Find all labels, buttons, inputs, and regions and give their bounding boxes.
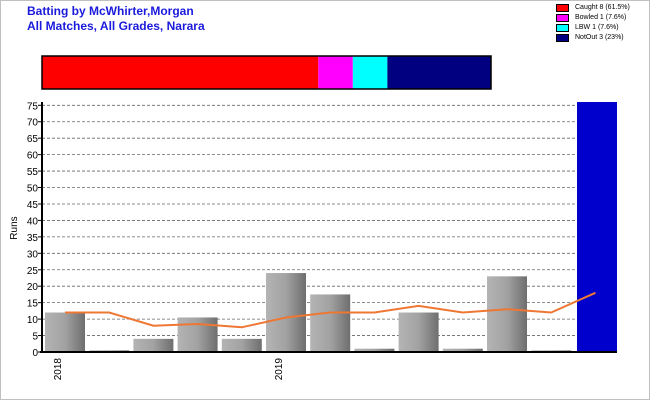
- y-tick-label: 55: [27, 167, 39, 178]
- y-tick-label: 35: [27, 233, 39, 244]
- bar: [442, 348, 483, 352]
- bar: [398, 312, 439, 352]
- y-tick-label: 25: [27, 266, 39, 277]
- chart-title: Batting by McWhirter,Morgan: [27, 4, 194, 18]
- dismissal-segment-caught: [42, 56, 319, 89]
- dismissal-segment-notout: [387, 56, 491, 89]
- legend-label-notout: NotOut 3 (23%): [575, 34, 624, 41]
- chart-subtitle: All Matches, All Grades, Narara: [27, 19, 205, 33]
- bar: [487, 276, 527, 352]
- x-tick-label: 2019: [274, 358, 285, 381]
- average-line: [65, 291, 596, 329]
- y-tick-label: 40: [27, 216, 39, 227]
- y-tick-label: 5: [32, 332, 38, 343]
- y-tick-label: 65: [27, 134, 39, 145]
- dismissal-segment-lbw: [352, 56, 388, 89]
- legend-swatch-notout: [556, 34, 569, 42]
- dismissal-bar-outline: [41, 55, 492, 90]
- y-tick-label: 60: [27, 151, 39, 162]
- legend-swatch-bowled: [556, 14, 569, 22]
- x-tick-label: 2018: [53, 358, 64, 381]
- bar: [133, 338, 174, 352]
- bar: [266, 273, 306, 352]
- legend-label-lbw: LBW 1 (7.6%): [575, 24, 619, 31]
- legend-label-caught: Caught 8 (61.5%): [575, 4, 630, 11]
- legend-label-bowled: Bowled 1 (7.6%): [575, 14, 627, 21]
- y-tick-label: 0: [32, 348, 38, 359]
- y-tick-label: 15: [27, 299, 39, 310]
- bar: [221, 338, 262, 352]
- highlight-bar: [577, 102, 617, 352]
- bar: [310, 294, 351, 352]
- bar: [354, 348, 395, 352]
- dismissal-segment-bowled: [318, 56, 353, 89]
- y-tick-label: 70: [27, 118, 39, 129]
- y-tick-label: 30: [27, 249, 39, 260]
- y-tick-label: 75: [27, 101, 39, 112]
- bar: [45, 312, 85, 352]
- y-axis-label: Runs: [9, 216, 20, 239]
- legend-swatch-lbw: [556, 24, 569, 32]
- legend-swatch-caught: [556, 4, 569, 12]
- y-tick-label: 45: [27, 200, 39, 211]
- y-tick-label: 20: [27, 282, 39, 293]
- y-tick-label: 10: [27, 315, 39, 326]
- bar: [177, 317, 218, 352]
- y-tick-label: 50: [27, 184, 39, 195]
